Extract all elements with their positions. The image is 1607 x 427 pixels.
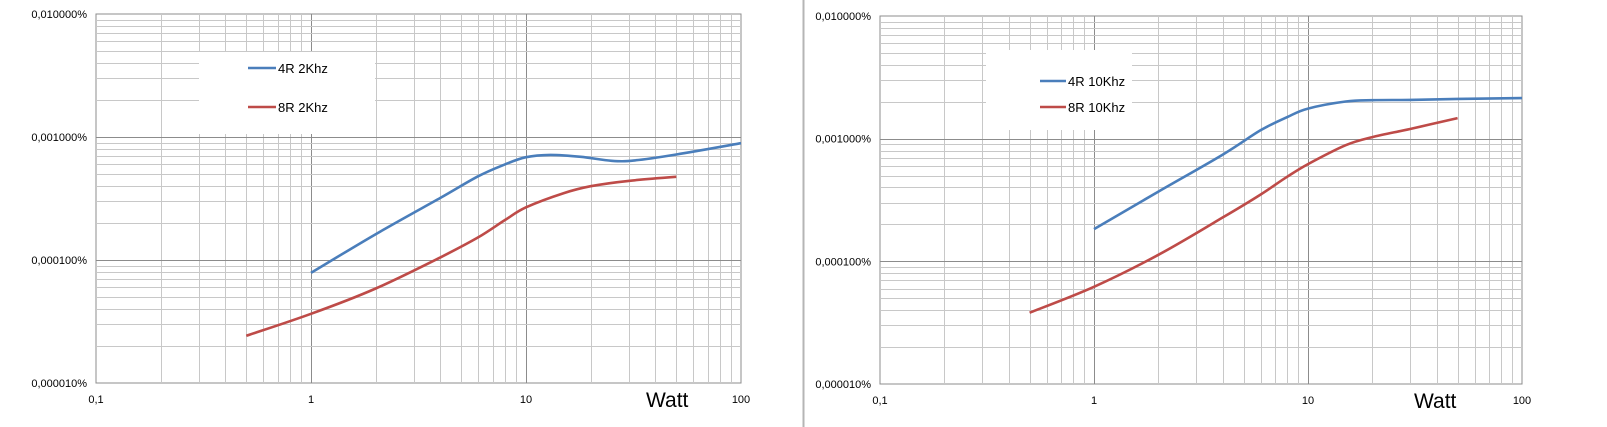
y-tick-label: 0,010000% bbox=[815, 11, 871, 23]
series-line-4r-10khz bbox=[1093, 96, 1523, 231]
x-axis-label: Watt bbox=[646, 389, 689, 412]
x-tick-label: 10 bbox=[520, 394, 532, 406]
gridlines bbox=[880, 16, 1522, 384]
y-tick-label: 0,000100% bbox=[815, 256, 871, 268]
legend: 4R 2Khz 8R 2Khz bbox=[199, 52, 375, 134]
legend-box bbox=[986, 50, 1132, 130]
x-tick-label: 0,1 bbox=[872, 395, 887, 407]
chart-panel-2khz: 0,1 1 10 100 0,000010% 0,000100% 0,001000% 0,01… bbox=[31, 9, 750, 412]
legend: 4R 10Khz 8R 10Khz bbox=[986, 50, 1132, 130]
series-line-8r-2khz bbox=[245, 175, 677, 338]
x-axis-label: Watt bbox=[1414, 390, 1457, 413]
x-tick-label: 100 bbox=[1513, 395, 1531, 407]
y-tick-label: 0,000010% bbox=[815, 379, 871, 391]
series-line-4r-2khz bbox=[310, 141, 742, 274]
x-tick-label: 1 bbox=[308, 394, 314, 406]
x-tick-label: 10 bbox=[1302, 395, 1314, 407]
plot-area bbox=[879, 15, 1523, 385]
y-tick-label: 0,000100% bbox=[31, 255, 87, 267]
legend-entry-label: 8R 10Khz bbox=[1068, 100, 1125, 115]
legend-entry-label: 4R 2Khz bbox=[278, 61, 328, 76]
y-tick-label: 0,010000% bbox=[31, 9, 87, 21]
y-tick-label: 0,001000% bbox=[31, 132, 87, 144]
x-tick-label: 100 bbox=[732, 394, 750, 406]
y-tick-label: 0,000010% bbox=[31, 378, 87, 390]
chart-panel-10khz: 0,1 1 10 100 0,000010% 0,000100% 0,001000% 0,01… bbox=[815, 11, 1531, 413]
legend-entry-label: 4R 10Khz bbox=[1068, 74, 1125, 89]
x-tick-label: 1 bbox=[1091, 395, 1097, 407]
x-tick-label: 0,1 bbox=[88, 394, 103, 406]
series-line-8r-10khz bbox=[1029, 116, 1458, 314]
y-tick-label: 0,001000% bbox=[815, 134, 871, 146]
legend-entry-label: 8R 2Khz bbox=[278, 100, 328, 115]
plot-area bbox=[95, 13, 742, 384]
legend-box bbox=[199, 52, 375, 134]
